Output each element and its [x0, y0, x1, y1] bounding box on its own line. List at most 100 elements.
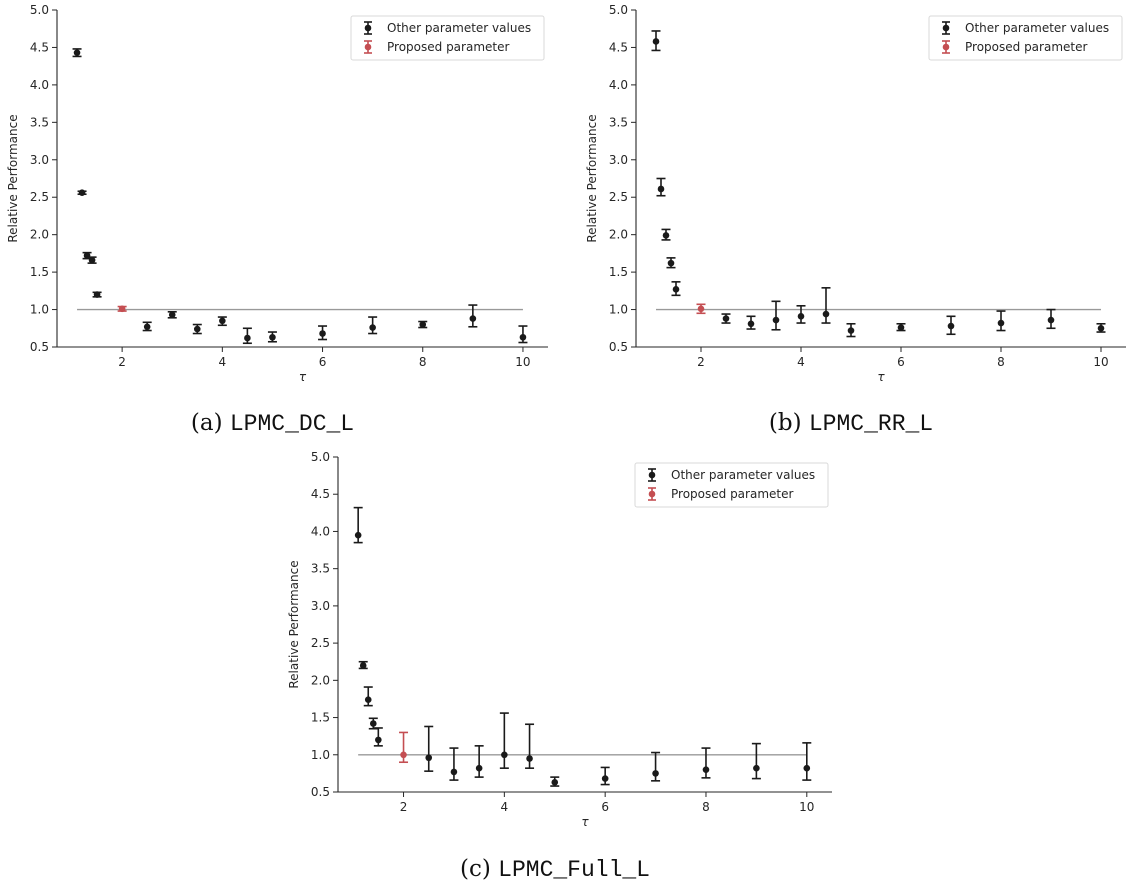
data-point [217, 316, 227, 327]
legend-entry-proposed: Proposed parameter [364, 40, 509, 54]
data-point [474, 745, 484, 778]
data-point [418, 320, 428, 329]
data-point [424, 725, 434, 772]
data-point [449, 747, 459, 781]
marker [319, 330, 326, 337]
y-tick-label: 3.5 [609, 115, 628, 129]
legend-label: Proposed parameter [671, 487, 793, 501]
data-point [87, 256, 97, 264]
legend-frame [350, 15, 545, 61]
marker [601, 775, 609, 782]
y-tick-label: 2.5 [609, 190, 628, 204]
data-point [518, 325, 528, 344]
x-tick-label: 2 [118, 355, 126, 369]
marker [747, 320, 755, 328]
y-axis-title: Relative Performance [287, 560, 301, 688]
data-point [821, 287, 831, 324]
marker [822, 310, 830, 318]
y-axis-title: Relative Performance [585, 114, 599, 242]
series-other [651, 30, 1106, 338]
x-tick-label: 2 [400, 800, 408, 814]
data-point [318, 325, 328, 341]
legend-frame [928, 15, 1123, 61]
data-point [802, 742, 812, 781]
data-point [600, 766, 610, 786]
data-point [167, 311, 177, 319]
marker [657, 185, 665, 193]
series-proposed [117, 305, 127, 313]
data-point [896, 322, 906, 332]
x-axis-title: τ [877, 370, 885, 384]
x-tick-label: 6 [319, 355, 327, 369]
data-point [701, 747, 711, 779]
y-tick-label: 3.0 [311, 599, 330, 613]
marker [143, 323, 151, 331]
legend-label: Other parameter values [387, 21, 531, 35]
marker [400, 751, 407, 759]
caption-code: LPMC_DC_L [230, 411, 354, 437]
legend-label: Other parameter values [671, 468, 815, 482]
marker [722, 315, 730, 322]
marker [772, 316, 780, 324]
legend-marker [648, 490, 656, 498]
x-tick-label: 6 [897, 355, 905, 369]
marker [118, 305, 126, 313]
marker [652, 770, 659, 777]
marker [526, 755, 533, 762]
y-tick-label: 0.5 [311, 785, 330, 799]
data-point [721, 313, 731, 324]
marker [1047, 316, 1055, 324]
y-tick-label: 5.0 [311, 450, 330, 464]
marker [803, 764, 811, 772]
x-tick-label: 10 [515, 355, 530, 369]
x-tick-label: 4 [219, 355, 227, 369]
y-tick-label: 5.0 [30, 3, 49, 17]
data-point [192, 323, 202, 335]
data-point [751, 742, 761, 780]
data-point [142, 321, 152, 332]
data-point [242, 327, 252, 345]
data-point [363, 686, 373, 707]
x-tick-label: 4 [797, 355, 805, 369]
data-point [468, 304, 478, 328]
legend: Other parameter values Proposed parameter [928, 15, 1123, 61]
marker [753, 764, 760, 772]
marker [244, 334, 251, 342]
data-point [368, 316, 378, 335]
data-point [651, 751, 661, 782]
y-tick-label: 2.0 [609, 228, 628, 242]
y-tick-label: 3.5 [30, 115, 49, 129]
legend-entry-proposed: Proposed parameter [942, 40, 1087, 54]
x-tick-label: 6 [601, 800, 609, 814]
marker [369, 324, 376, 331]
marker [219, 317, 226, 325]
series-proposed [696, 303, 706, 315]
data-point [1046, 308, 1056, 330]
marker [475, 764, 483, 772]
series-other [353, 506, 812, 787]
marker [897, 324, 905, 331]
y-tick-label: 2.5 [30, 190, 49, 204]
marker [997, 319, 1005, 327]
marker [1097, 324, 1105, 332]
legend-entry-other: Other parameter values [648, 468, 815, 482]
legend-label: Proposed parameter [387, 40, 509, 54]
data-point [92, 291, 102, 298]
marker [193, 325, 201, 333]
x-tick-label: 8 [419, 355, 427, 369]
data-point [117, 305, 127, 313]
series-proposed [399, 731, 409, 764]
y-tick-label: 4.5 [609, 40, 628, 54]
marker [797, 312, 805, 320]
y-tick-label: 1.5 [609, 265, 628, 279]
marker [364, 696, 372, 703]
marker [469, 315, 477, 322]
legend-entry-other: Other parameter values [942, 21, 1109, 35]
marker [847, 327, 855, 334]
y-tick-label: 4.0 [311, 524, 330, 538]
legend-label: Proposed parameter [965, 40, 1087, 54]
marker [269, 333, 276, 341]
legend-label: Other parameter values [965, 21, 1109, 35]
x-axis-title: τ [581, 815, 589, 829]
data-point [368, 717, 378, 730]
